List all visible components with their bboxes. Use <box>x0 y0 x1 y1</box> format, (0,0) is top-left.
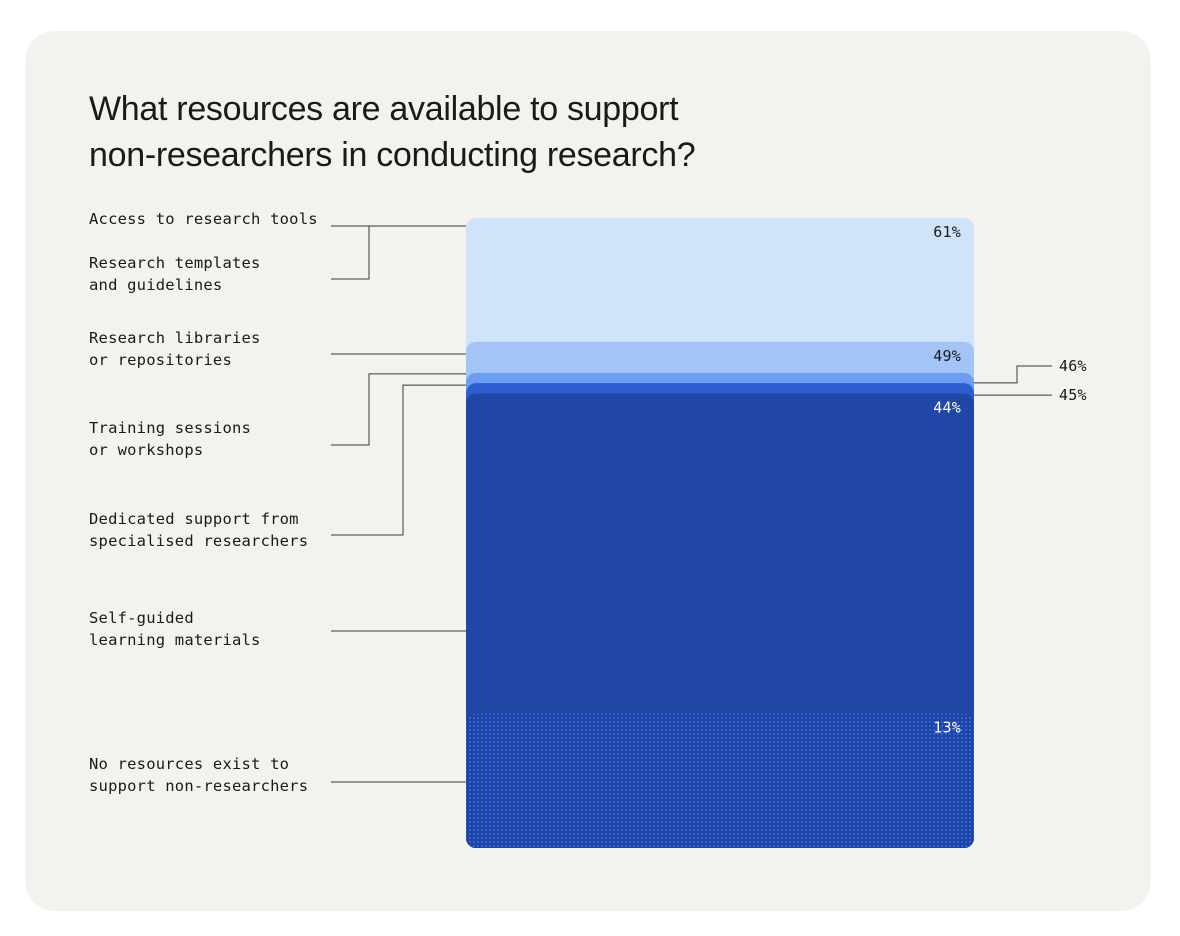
value-label-5: 44% <box>933 398 961 416</box>
value-leader-3 <box>974 365 1052 384</box>
category-label-6: No resources exist to support non-researc… <box>89 755 308 795</box>
value-label-2: 49% <box>933 347 961 365</box>
category-label-4: Dedicated support from specialised resear… <box>89 510 308 550</box>
leader-line-4 <box>331 384 466 536</box>
leader-line-3 <box>331 373 466 446</box>
value-label-0: 61% <box>933 223 961 241</box>
value-label-3: 46% <box>1059 357 1087 375</box>
chart-title-line-2: non-researchers in conducting research? <box>89 136 696 174</box>
category-label-2: Research libraries or repositories <box>89 329 261 369</box>
value-label-4: 45% <box>1059 386 1087 404</box>
bar-13 <box>466 713 974 848</box>
category-label-3: Training sessions or workshops <box>89 419 251 459</box>
chart-title-line-1: What resources are available to support <box>89 90 679 128</box>
chart-title: What resources are available to support … <box>89 86 849 178</box>
category-label-0: Access to research tools <box>89 210 318 228</box>
category-label-5: Self-guided learning materials <box>89 609 261 649</box>
category-label-1: Research templates and guidelines <box>89 254 261 294</box>
value-label-6: 13% <box>933 719 961 737</box>
leader-line-1 <box>331 226 370 280</box>
